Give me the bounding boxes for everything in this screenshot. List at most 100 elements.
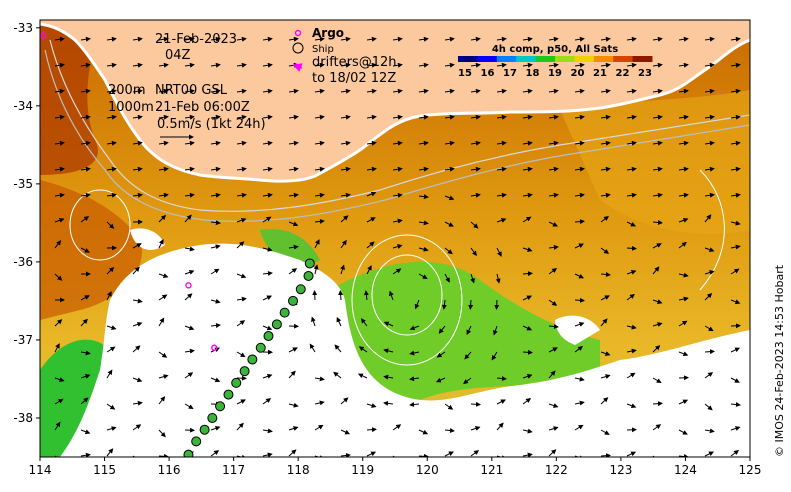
current-arrow xyxy=(574,219,585,225)
current-arrow xyxy=(106,267,115,275)
current-arrow xyxy=(470,221,479,229)
current-arrow xyxy=(522,374,533,379)
current-arrow xyxy=(80,166,91,172)
current-arrow xyxy=(366,403,377,408)
current-arrow xyxy=(210,244,221,250)
ship-legend-marker xyxy=(292,42,304,54)
current-arrow xyxy=(314,455,325,457)
argo-legend-label: Argo xyxy=(312,26,344,40)
hour-label: 04Z xyxy=(165,48,191,63)
current-arrow xyxy=(340,166,351,172)
current-arrow xyxy=(132,243,142,249)
current-arrow xyxy=(704,114,715,120)
x-tick-label: 123 xyxy=(609,463,632,477)
current-arrow xyxy=(314,239,320,249)
x-axis: 114 115 116 117 118 119 120 121 122 123 124 125 xyxy=(29,457,761,477)
current-arrow xyxy=(464,351,472,360)
current-arrow xyxy=(600,429,610,435)
current-arrow xyxy=(158,294,168,301)
current-arrow xyxy=(522,192,533,198)
current-arrow xyxy=(383,321,394,327)
current-arrow xyxy=(418,140,429,146)
current-arrow xyxy=(574,88,585,94)
current-arrow xyxy=(357,373,368,379)
x-tick-label: 118 xyxy=(287,463,310,477)
ship-position xyxy=(239,366,250,377)
current-arrow xyxy=(418,114,429,120)
colorbar-segment xyxy=(613,56,634,62)
current-arrow xyxy=(158,214,167,223)
current-arrow xyxy=(444,403,454,410)
colorbar-segment xyxy=(516,56,537,62)
current-arrow xyxy=(106,291,112,301)
ship-position xyxy=(271,319,282,330)
current-arrow xyxy=(392,62,403,68)
current-arrow xyxy=(548,268,558,275)
current-arrow xyxy=(236,140,247,146)
current-arrow xyxy=(470,140,481,146)
current-arrow xyxy=(652,88,663,94)
current-arrow xyxy=(262,88,273,94)
current-arrow xyxy=(678,272,689,278)
current-arrow xyxy=(444,140,455,146)
colorbar-label: 15 xyxy=(458,68,472,79)
current-arrow xyxy=(548,114,559,120)
current-arrow xyxy=(470,426,481,431)
ship-position xyxy=(304,258,315,269)
current-arrow xyxy=(314,36,325,42)
current-arrow xyxy=(495,273,501,284)
current-arrow xyxy=(210,377,221,383)
current-arrow xyxy=(314,62,325,68)
current-arrow xyxy=(311,316,316,327)
current-arrow xyxy=(236,454,247,457)
current-arrow xyxy=(236,114,247,120)
current-arrow xyxy=(730,402,741,408)
current-arrow xyxy=(54,36,65,42)
current-arrow xyxy=(158,88,169,94)
current-arrow xyxy=(184,192,195,198)
product-label: NRT00 GSL xyxy=(155,83,228,98)
current-arrow xyxy=(288,268,298,275)
current-arrow xyxy=(704,428,715,434)
current-arrow xyxy=(704,36,715,42)
current-arrow xyxy=(80,429,91,435)
colorbar-label: 20 xyxy=(571,68,585,79)
current-arrow xyxy=(522,428,533,434)
current-arrow xyxy=(392,218,403,224)
current-arrow xyxy=(334,344,342,353)
cool-patch-north xyxy=(260,229,320,270)
ship-position xyxy=(215,401,226,412)
x-tick-label: 119 xyxy=(351,463,374,477)
current-arrow xyxy=(106,114,117,120)
contour-200m xyxy=(49,39,750,212)
current-arrow xyxy=(652,140,663,146)
current-arrow xyxy=(468,299,474,310)
current-arrow xyxy=(600,36,611,42)
current-arrow xyxy=(262,270,273,276)
current-arrow xyxy=(288,88,299,94)
current-arrow xyxy=(463,377,472,385)
current-arrow xyxy=(358,346,368,353)
current-arrow xyxy=(132,88,143,94)
ship-position xyxy=(223,389,234,400)
current-arrow xyxy=(600,192,611,198)
current-arrow xyxy=(80,247,90,253)
current-arrow xyxy=(366,427,377,433)
argo-legend-marker xyxy=(294,29,302,37)
current-arrow xyxy=(210,322,221,328)
current-arrow xyxy=(652,299,663,304)
current-arrow xyxy=(704,247,715,253)
current-arrow xyxy=(236,192,247,198)
current-arrow xyxy=(704,451,714,457)
current-arrow xyxy=(678,114,689,120)
current-arrow xyxy=(54,140,65,146)
current-arrow xyxy=(496,399,506,405)
current-arrow xyxy=(340,88,351,94)
current-arrow xyxy=(262,114,273,120)
current-arrow xyxy=(730,192,741,198)
current-arrow xyxy=(54,377,65,382)
current-arrow xyxy=(704,372,714,379)
ship-position xyxy=(199,424,210,435)
current-arrow xyxy=(80,452,91,457)
current-arrow xyxy=(626,62,637,68)
